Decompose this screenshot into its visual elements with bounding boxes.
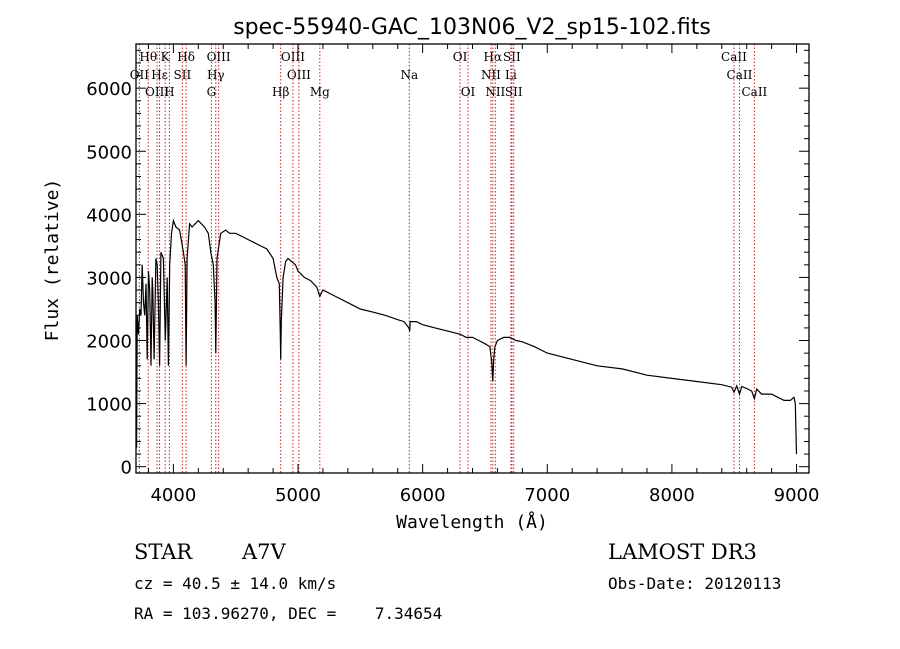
y-tick-label: 5000 [86,142,132,163]
spectral-line-label: NII [481,68,501,82]
spectral-line-label: Mg [310,85,330,99]
spectral-line-label: H [164,85,174,99]
redshift-velocity: cz = 40.5 ± 14.0 km/s [134,574,337,593]
spectral-line-label: OIII [207,50,231,64]
object-class: STAR [134,540,193,564]
spectral-line-label: CaII [721,50,747,64]
spectral-line-label: CaII [727,68,753,82]
y-tick-label: 2000 [86,332,132,353]
coordinates: RA = 103.96270, DEC = 7.34654 [134,604,443,623]
spectral-line-label: Hθ [139,50,157,64]
spectral-line-label: OI [453,50,468,64]
spectral-line-label: SII [503,50,521,64]
y-tick-label: 3000 [86,268,132,289]
spectral-line-label: SII [174,68,192,82]
spectral-line-label: G [207,85,217,99]
plot-frame [135,43,810,474]
spectral-line-label: Hδ [177,50,195,64]
spectral-line-label: SII [505,85,523,99]
spectral-line-label: OI [461,85,476,99]
x-tick-label: 5000 [275,485,321,506]
chart-title: spec-55940-GAC_103N06_V2_sp15-102.fits [233,15,711,40]
spectral-line-label: Hγ [207,68,225,82]
x-tick-label: 9000 [774,485,820,506]
spectral-line-label: Na [400,68,418,82]
y-tick-label: 0 [121,458,132,479]
object-subclass: A7V [242,540,286,564]
spectral-line-label: Hε [151,68,168,82]
axes: 4000 5000 6000 7000 8000 9000 0 1000 2000 3000 400… [86,44,819,506]
spectral-line-label: OII [130,68,150,82]
x-axis-label: Wavelength (Å) [396,511,548,533]
spectral-line-label: Li [505,68,517,82]
observation-date: Obs-Date: 20120113 [608,574,782,593]
x-tick-label: 4000 [150,485,196,506]
spectral-line-label: Hβ [272,85,289,99]
spectral-line-label: OIII [287,68,311,82]
spectral-line-label: OIII [281,50,305,64]
x-tick-label: 6000 [400,485,446,506]
spectral-line-label: K [161,50,171,64]
x-tick-label: 7000 [524,485,570,506]
y-tick-label: 1000 [86,395,132,416]
spectral-line-label: CaII [741,85,767,99]
y-tick-label: 6000 [86,79,132,100]
x-tick-label: 8000 [649,485,695,506]
y-tick-label: 4000 [86,205,132,226]
spectral-line-label: OIII [145,85,169,99]
y-axis-label: Flux (relative) [42,179,63,342]
survey-name: LAMOST DR3 [608,540,757,564]
spectral-line-label: Hα [484,50,503,64]
flux-series-line [135,218,798,455]
spectral-line-label: NII [485,85,505,99]
